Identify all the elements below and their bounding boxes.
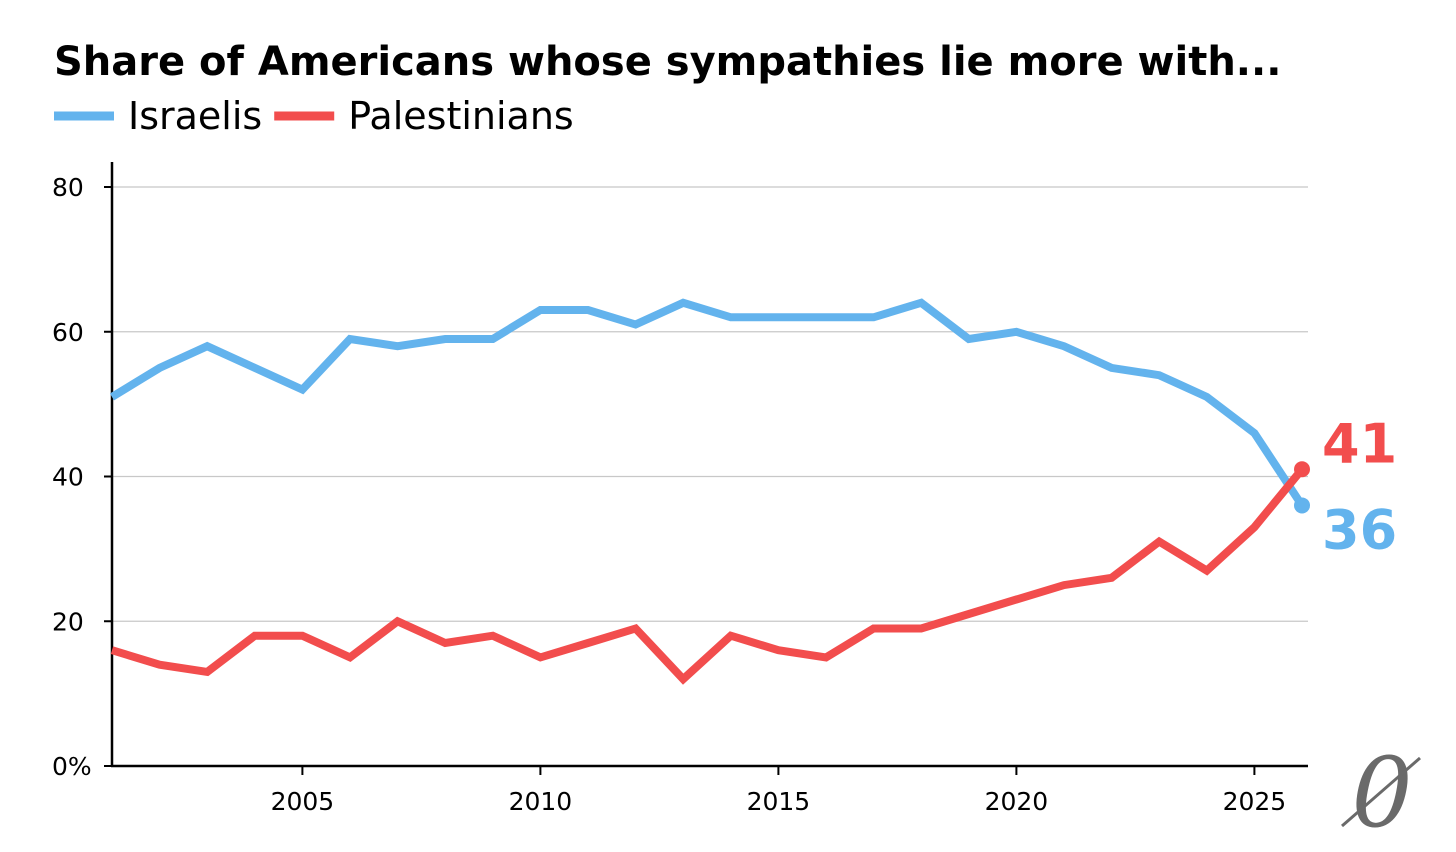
series-lines xyxy=(109,298,1310,685)
x-tick-label-2015: 2015 xyxy=(747,787,811,816)
x-tick-label-2010: 2010 xyxy=(509,787,573,816)
x-axis-ticks: 2005 2010 2015 2020 2025 xyxy=(271,766,1287,816)
x-tick-label-2005: 2005 xyxy=(271,787,335,816)
logo-slash xyxy=(1341,756,1421,828)
series-line-palestinians xyxy=(110,466,1306,685)
y-tick-label-60: 60 xyxy=(52,318,84,347)
end-label-israelis: 36 xyxy=(1322,498,1397,561)
y-axis-ticks: 0% 20 40 60 80 xyxy=(52,173,112,781)
series-line-israelis xyxy=(109,298,1306,508)
y-tick-label-40: 40 xyxy=(52,463,84,492)
y-tick-label-80: 80 xyxy=(52,173,84,202)
y-tick-label-0: 0% xyxy=(52,752,92,781)
end-point-israelis xyxy=(1294,497,1310,514)
chart-title: Share of Americans whose sympathies lie … xyxy=(54,39,1281,85)
x-tick-label-2020: 2020 xyxy=(985,787,1049,816)
y-tick-label-20: 20 xyxy=(52,607,84,636)
end-label-palestinians: 41 xyxy=(1322,412,1397,475)
legend-label-israelis: Israelis xyxy=(128,94,262,138)
legend: Israelis Palestinians xyxy=(54,94,574,138)
legend-label-palestinians: Palestinians xyxy=(348,94,574,138)
gridlines xyxy=(112,186,1308,622)
end-point-palestinians xyxy=(1294,461,1310,478)
x-tick-label-2025: 2025 xyxy=(1223,787,1287,816)
publication-logo-icon: 0 xyxy=(1341,737,1421,849)
axes xyxy=(110,162,1308,768)
